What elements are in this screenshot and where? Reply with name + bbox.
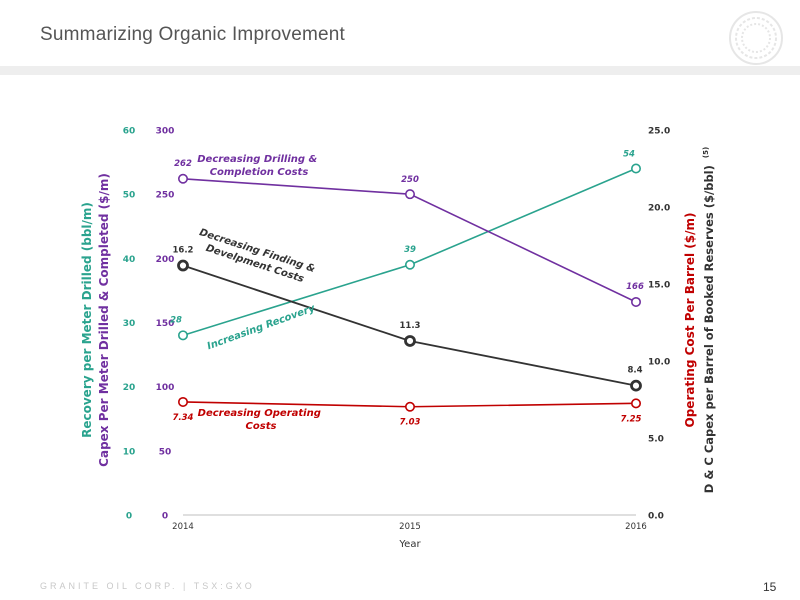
right-tick: 15.0 (648, 281, 670, 291)
data-label-layer: 28 39 54 262 250 166 16.2 11.3 8.4 7.34 7.03 7.25 (170, 150, 644, 428)
data-label-opex: 7.03 (400, 418, 421, 428)
page-number: 15 (763, 580, 777, 594)
right-inner-axis-title: Operating Cost Per Barrel ($/m) (683, 213, 697, 428)
point-capex_m (630, 296, 641, 307)
data-label-recovery: 39 (404, 245, 416, 255)
annotation-operating: Decreasing Operating Costs (198, 408, 325, 432)
right-tick: 25.0 (648, 127, 670, 137)
left-outer-tick: 50 (123, 191, 136, 201)
data-label-fd_cost: 11.3 (400, 321, 421, 331)
point-recovery (178, 330, 189, 341)
left-inner-tick: 50 (159, 447, 172, 457)
company-logo-icon (729, 11, 783, 65)
data-label-capex_m: 166 (626, 282, 644, 292)
point-capex_m (404, 189, 415, 200)
left-inner-tick: 150 (156, 319, 175, 329)
point-recovery (630, 163, 641, 174)
x-tick-label: 2014 (172, 522, 194, 532)
point-opex (630, 398, 641, 409)
point-fd_cost (404, 335, 416, 347)
annotation-finding: Decreasing Finding & Develpment Costs (194, 227, 320, 288)
slide-title: Summarizing Organic Improvement (40, 24, 346, 45)
data-label-fd_cost: 16.2 (173, 246, 194, 256)
right-outer-axis-superscript: (5) (702, 147, 710, 158)
data-label-fd_cost: 8.4 (627, 366, 642, 376)
left-inner-tick: 250 (156, 191, 175, 201)
left-outer-tick: 20 (123, 383, 136, 393)
data-label-opex: 7.34 (173, 413, 194, 423)
left-outer-tick: 60 (123, 127, 136, 137)
point-opex (178, 396, 189, 407)
right-tick: 20.0 (648, 204, 670, 214)
right-tick: 10.0 (648, 358, 670, 368)
left-inner-tick: 200 (156, 255, 175, 265)
right-tick: 0.0 (648, 512, 664, 522)
data-label-capex_m: 262 (174, 159, 192, 169)
left-outer-axis-title: Recovery per Meter Drilled (bbl/m) (80, 202, 94, 438)
data-label-capex_m: 250 (401, 175, 419, 185)
annotation-drilling-line1: Decreasing Drilling & (197, 154, 317, 165)
point-capex_m (178, 173, 189, 184)
left-outer-tick: 40 (123, 255, 136, 265)
point-opex (404, 401, 415, 412)
annotation-operating-line1: Decreasing Operating (198, 408, 321, 419)
tick-layer: 0 10 20 30 40 50 60 0 50 100 150 200 250 300 0.0 5.0 10.… (123, 127, 670, 533)
left-outer-tick: 30 (123, 319, 136, 329)
point-fd_cost (177, 259, 189, 272)
right-tick: 5.0 (648, 435, 664, 445)
data-label-opex: 7.25 (621, 414, 642, 424)
x-tick-label: 2015 (399, 522, 421, 532)
series-layer (177, 163, 642, 412)
left-inner-tick: 100 (156, 383, 175, 393)
data-label-recovery: 54 (623, 150, 635, 160)
left-inner-tick: 0 (162, 512, 168, 522)
left-inner-axis-title: Capex Per Meter Drilled & Completed ($/m… (97, 173, 111, 467)
right-outer-axis-title-text: D & C Capex per Barrel of Booked Reserve… (702, 165, 716, 493)
left-inner-tick: 300 (156, 127, 175, 137)
point-recovery (404, 259, 415, 270)
annotation-drilling: Decreasing Drilling & Completion Costs (197, 154, 321, 178)
left-outer-tick: 10 (123, 447, 136, 457)
x-tick-label: 2016 (625, 522, 647, 532)
data-label-recovery: 28 (170, 315, 182, 325)
title-rule (0, 66, 800, 75)
right-outer-axis-title: D & C Capex per Barrel of Booked Reserve… (702, 147, 716, 493)
footer-company: GRANITE OIL CORP. | TSX:GXO (40, 581, 255, 591)
x-axis-title: Year (398, 539, 421, 550)
annotation-drilling-line2: Completion Costs (210, 167, 309, 178)
point-fd_cost (630, 379, 642, 392)
left-outer-tick: 0 (126, 512, 132, 522)
annotation-operating-line2: Costs (246, 421, 277, 432)
